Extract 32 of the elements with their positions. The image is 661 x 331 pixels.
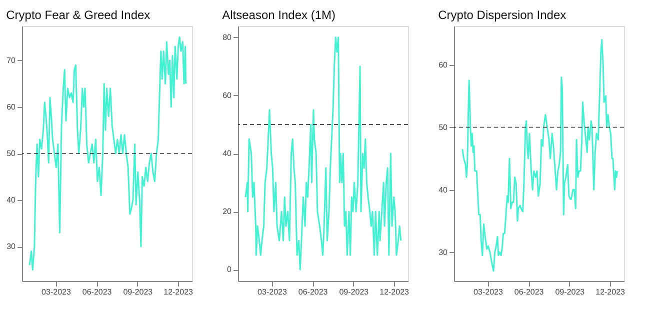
y-tick-label: 60 (6, 102, 16, 112)
x-tick-label: 09-2023 (123, 288, 154, 296)
y-tick-label: 30 (438, 248, 448, 257)
chart-title: Altseason Index (1M) (222, 8, 336, 22)
y-tick-label: 20 (222, 207, 232, 216)
x-tick-label: 12-2023 (596, 288, 626, 296)
x-tick-label: 06-2023 (514, 288, 544, 296)
x-tick-label: 03-2023 (258, 288, 288, 296)
y-tick-label: 40 (6, 196, 16, 205)
x-tick-label: 12-2023 (164, 288, 194, 296)
y-tick-label: 50 (6, 149, 16, 158)
y-tick-label: 70 (6, 56, 16, 65)
chart-title: Crypto Dispersion Index (438, 8, 566, 22)
y-tick-label: 40 (222, 149, 232, 158)
y-tick-label: 30 (6, 242, 16, 252)
y-tick-label: 60 (222, 90, 232, 100)
x-tick-label: 12-2023 (380, 288, 410, 296)
line-series (28, 36, 187, 271)
x-tick-label: 03-2023 (42, 288, 72, 296)
x-tick-label: 09-2023 (339, 288, 370, 296)
chart-title: Crypto Fear & Greed Index (6, 8, 150, 22)
line-series (244, 36, 402, 270)
x-tick-label: 03-2023 (474, 288, 504, 296)
y-tick-label: 80 (222, 32, 232, 42)
x-tick-label: 06-2023 (298, 288, 328, 296)
y-tick-label: 0 (227, 265, 232, 274)
y-tick-label: 40 (438, 185, 448, 194)
x-tick-label: 06-2023 (82, 288, 112, 296)
y-tick-label: 60 (438, 60, 448, 70)
x-tick-label: 09-2023 (555, 288, 586, 296)
line-series (462, 39, 618, 272)
y-tick-label: 50 (438, 122, 448, 132)
